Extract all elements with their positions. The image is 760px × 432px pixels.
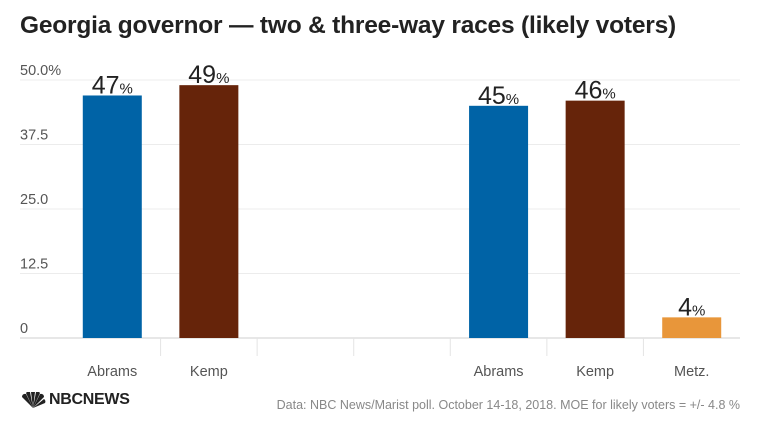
bar	[179, 85, 239, 338]
bar	[82, 95, 142, 338]
y-tick-label: 25.0	[20, 192, 48, 208]
y-tick-label: 50.0%	[20, 63, 61, 79]
bar-value-label: 49%	[188, 61, 229, 89]
y-tick-label: 37.5	[20, 128, 48, 144]
nbc-news-wordmark: NBCNEWS	[49, 391, 130, 408]
x-tick-label: Abrams	[87, 364, 137, 380]
x-tick-label: Metz.	[674, 364, 709, 380]
nbc-peacock-icon	[21, 392, 46, 408]
bars	[82, 85, 722, 338]
bar-value-label: 4%	[678, 293, 705, 321]
y-tick-label: 12.5	[20, 257, 48, 273]
value-labels: 47% 49% 45% 46% 4%	[92, 61, 706, 321]
chart-title: Georgia governor — two & three-way races…	[20, 12, 676, 39]
x-tick-label: Kemp	[190, 364, 228, 380]
bar	[565, 100, 625, 338]
bar	[469, 105, 529, 338]
bar-value-label: 47%	[92, 71, 133, 99]
source-note: Data: NBC News/Marist poll. October 14-1…	[276, 398, 740, 412]
nbc-news-logo: NBCNEWS	[20, 391, 130, 409]
bar-value-label: 45%	[478, 82, 519, 110]
bar-value-label: 46%	[575, 77, 616, 105]
y-tick-label: 0	[20, 321, 28, 337]
x-axis-labels: Abrams Kemp Abrams Kemp Metz.	[87, 364, 709, 380]
x-tick-label: Kemp	[576, 364, 614, 380]
y-axis-labels: 0 12.5 25.0 37.5 50.0%	[20, 63, 61, 337]
x-tick-label: Abrams	[474, 364, 524, 380]
bar	[662, 317, 722, 338]
